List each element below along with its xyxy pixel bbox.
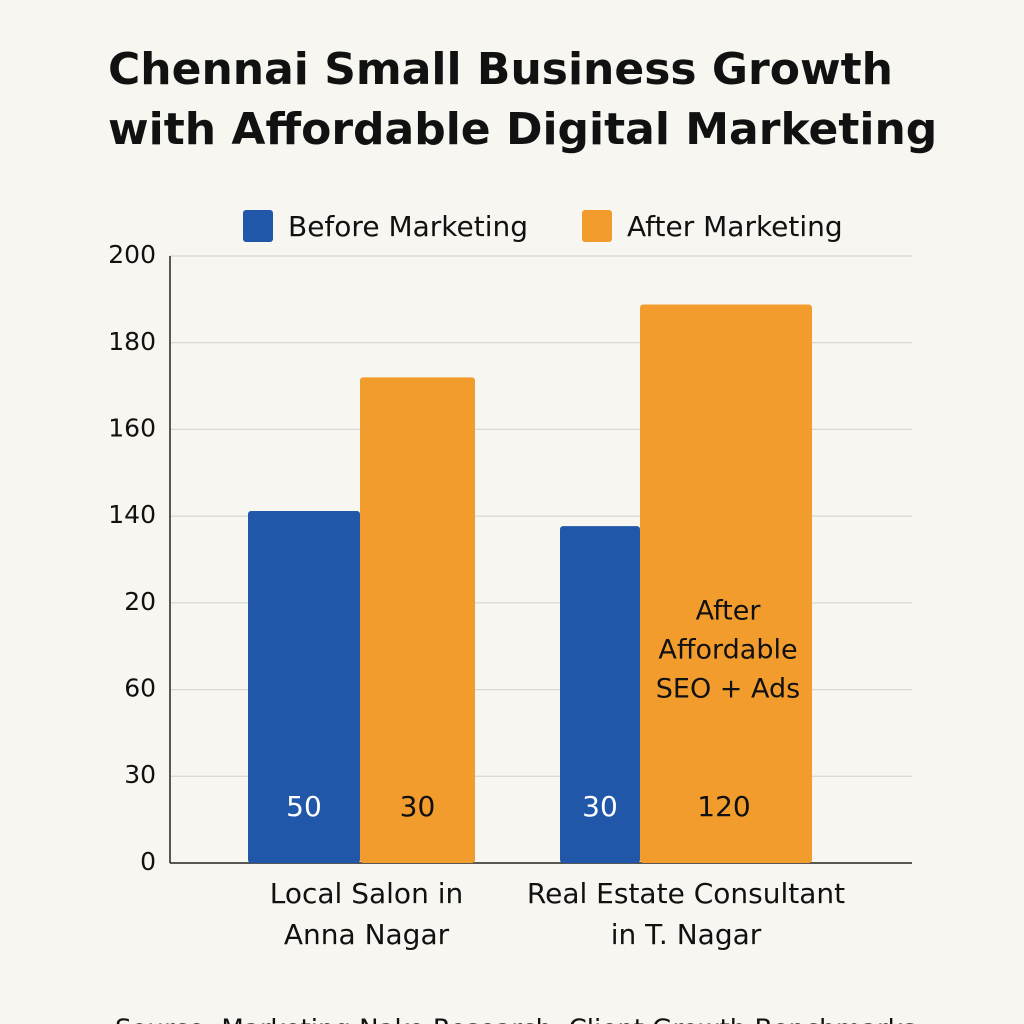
- x-tick-label: in T. Nagar: [611, 918, 762, 951]
- bar: [640, 304, 812, 863]
- legend-swatch: [243, 210, 273, 242]
- y-tick-label: 200: [108, 240, 156, 269]
- y-tick-label: 60: [124, 674, 156, 703]
- y-tick-label: 160: [108, 413, 156, 442]
- y-tick-label: 0: [140, 847, 156, 876]
- legend-swatch: [582, 210, 612, 242]
- x-tick-label: Real Estate Consultant: [527, 877, 845, 910]
- bar: [248, 510, 360, 863]
- chart-title: with Affordable Digital Marketing: [108, 104, 937, 155]
- annotation: SEO + Ads: [656, 674, 800, 705]
- data-label: 50: [286, 790, 322, 823]
- bar: [560, 526, 640, 863]
- y-tick-label: 140: [108, 500, 156, 529]
- data-label: 120: [697, 790, 750, 823]
- chart-title: Chennai Small Business Growth: [108, 44, 893, 95]
- y-tick-label: 20: [124, 587, 156, 616]
- y-tick-label: 30: [124, 760, 156, 789]
- data-label: 30: [582, 790, 618, 823]
- annotation: After: [696, 596, 762, 627]
- data-label: 30: [400, 790, 436, 823]
- source: Source: Marketing Nako Research, Client …: [115, 1015, 916, 1024]
- x-tick-label: Local Salon in: [270, 877, 463, 910]
- legend-label: Before Marketing: [288, 210, 528, 243]
- bar: [360, 377, 475, 863]
- y-tick-label: 180: [108, 327, 156, 356]
- annotation: Affordable: [658, 635, 797, 666]
- x-tick-label: Anna Nagar: [284, 918, 450, 951]
- legend-label: After Marketing: [627, 210, 843, 243]
